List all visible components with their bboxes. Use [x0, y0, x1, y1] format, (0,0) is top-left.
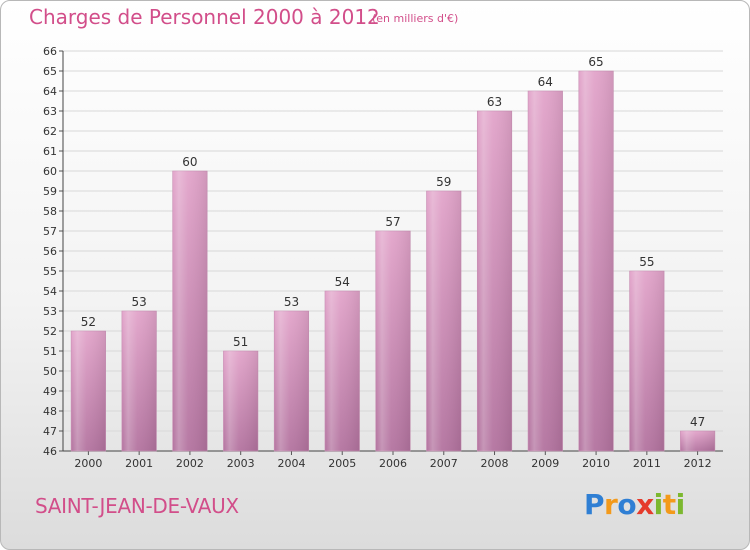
x-tick-label: 2012 — [684, 457, 712, 470]
data-label: 64 — [538, 75, 553, 89]
x-tick-label: 2002 — [176, 457, 204, 470]
logo-letter: t — [662, 488, 676, 521]
data-label: 51 — [233, 335, 248, 349]
y-tick-label: 51 — [43, 345, 57, 358]
bar-shine — [121, 311, 157, 451]
bar-shine — [629, 271, 665, 451]
logo-letter: i — [653, 488, 664, 521]
y-tick-label: 64 — [43, 85, 57, 98]
logo-letter: P — [584, 488, 605, 521]
logo-letter: i — [675, 488, 686, 521]
data-label: 57 — [385, 215, 400, 229]
y-tick-label: 60 — [43, 165, 57, 178]
proxiti-logo: Proxiti — [584, 488, 685, 521]
y-tick-label: 57 — [43, 225, 57, 238]
data-label: 53 — [132, 295, 147, 309]
y-tick-label: 63 — [43, 105, 57, 118]
data-label: 59 — [436, 175, 451, 189]
data-label: 52 — [81, 315, 96, 329]
x-tick-label: 2000 — [74, 457, 102, 470]
data-label: 53 — [284, 295, 299, 309]
data-label: 63 — [487, 95, 502, 109]
data-label: 60 — [182, 155, 197, 169]
x-tick-label: 2008 — [481, 457, 509, 470]
data-labels: 52 53 60 51 53 54 57 59 63 64 65 55 47 — [81, 55, 706, 429]
bar-shine — [324, 291, 360, 451]
y-tick-label: 48 — [43, 405, 57, 418]
y-tick-label: 61 — [43, 145, 57, 158]
x-tick-label: 2007 — [430, 457, 458, 470]
y-tick-label: 50 — [43, 365, 57, 378]
bars — [70, 70, 716, 452]
y-tick-label: 59 — [43, 185, 57, 198]
y-tick-label: 47 — [43, 425, 57, 438]
chart-subtitle: (en milliers d'€) — [372, 12, 459, 25]
data-label: 55 — [639, 255, 654, 269]
data-label: 47 — [690, 415, 705, 429]
bar-shine — [528, 91, 563, 451]
y-tick-label: 46 — [43, 445, 57, 458]
bar-shine — [578, 71, 614, 451]
y-tick-label: 54 — [43, 285, 57, 298]
bar-shine — [375, 231, 411, 451]
y-tick-label: 65 — [43, 65, 57, 78]
bar-shine — [426, 191, 462, 451]
logo-letter: r — [604, 488, 618, 521]
x-tick-label: 2003 — [227, 457, 255, 470]
logo-letter: x — [636, 488, 654, 521]
x-tick-label: 2009 — [531, 457, 559, 470]
x-tick-label: 2006 — [379, 457, 407, 470]
y-tick-label: 49 — [43, 385, 57, 398]
x-tick-label: 2004 — [277, 457, 305, 470]
x-tick-label: 2001 — [125, 457, 153, 470]
bar-shine — [71, 331, 106, 451]
data-label: 65 — [588, 55, 603, 69]
y-tick-label: 62 — [43, 125, 57, 138]
chart-title: Charges de Personnel 2000 à 2012 — [29, 5, 380, 29]
y-tick-label: 52 — [43, 325, 57, 338]
bar-shine — [274, 311, 309, 451]
x-tick-label: 2005 — [328, 457, 356, 470]
logo-letter: o — [617, 488, 637, 521]
x-tick-label: 2010 — [582, 457, 610, 470]
y-tick-label: 58 — [43, 205, 57, 218]
y-tick-label: 56 — [43, 245, 57, 258]
bar-shine — [680, 431, 715, 451]
y-tick-label: 55 — [43, 265, 57, 278]
bar-shine — [223, 351, 258, 451]
y-tick-label: 66 — [43, 45, 57, 58]
commune-name: SAINT-JEAN-DE-VAUX — [35, 494, 239, 518]
y-tick-label: 53 — [43, 305, 57, 318]
data-label: 54 — [335, 275, 350, 289]
bar-shine — [477, 111, 512, 451]
bar-shine — [172, 171, 208, 451]
x-tick-label: 2011 — [633, 457, 661, 470]
